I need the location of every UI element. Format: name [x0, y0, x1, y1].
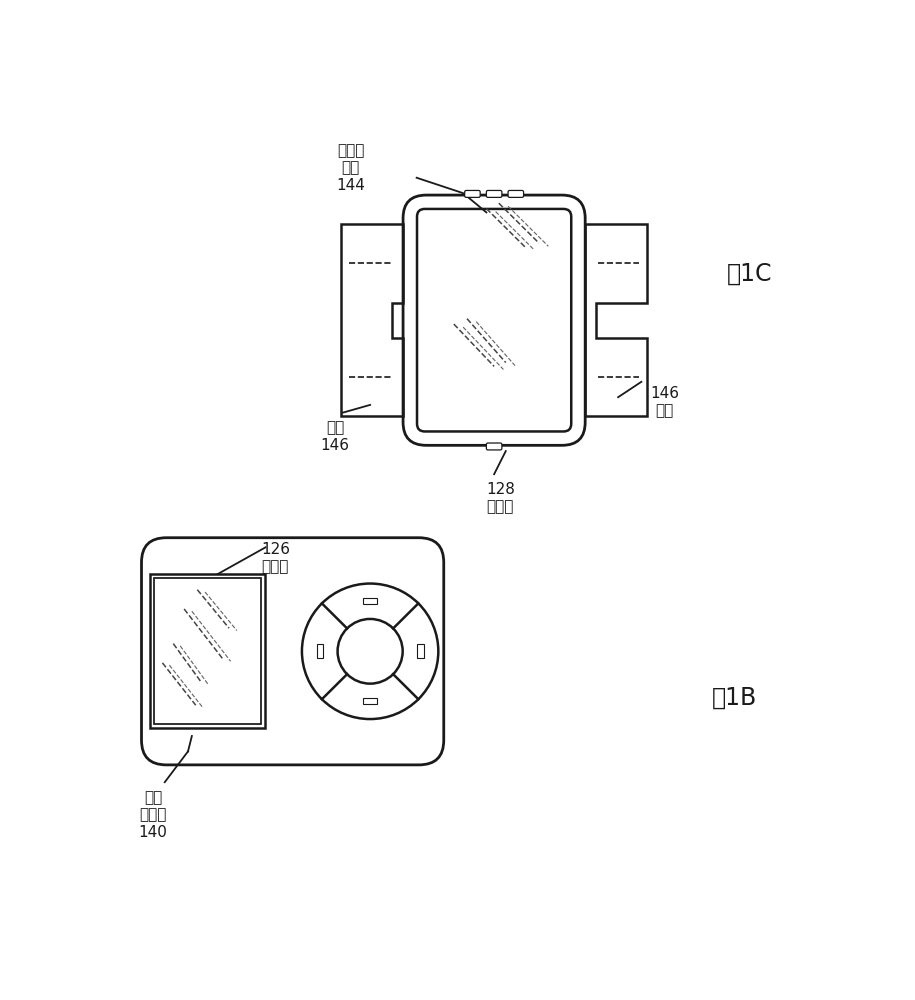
- Text: 可配置
设备
144: 可配置 设备 144: [337, 143, 365, 193]
- Circle shape: [302, 584, 438, 719]
- Text: 图1C: 图1C: [727, 262, 772, 286]
- Bar: [417, 644, 424, 658]
- FancyBboxPatch shape: [417, 209, 571, 431]
- Text: 128
触摸屏: 128 触摸屏: [487, 482, 515, 514]
- Bar: [363, 698, 377, 704]
- Text: 146
带子: 146 带子: [651, 386, 679, 418]
- FancyBboxPatch shape: [142, 538, 444, 765]
- Bar: [317, 644, 323, 658]
- FancyBboxPatch shape: [508, 190, 523, 197]
- FancyBboxPatch shape: [487, 190, 501, 197]
- FancyBboxPatch shape: [465, 190, 480, 197]
- Bar: [363, 598, 377, 604]
- Text: 带子
146: 带子 146: [321, 420, 350, 453]
- FancyBboxPatch shape: [404, 195, 586, 445]
- Text: 媒体
播放器
140: 媒体 播放器 140: [139, 790, 167, 840]
- FancyBboxPatch shape: [487, 443, 501, 450]
- Text: 126
触摸屏: 126 触摸屏: [262, 542, 291, 574]
- Bar: [150, 574, 264, 728]
- Text: 图1B: 图1B: [712, 686, 757, 710]
- Circle shape: [338, 619, 403, 684]
- Bar: [154, 578, 261, 724]
